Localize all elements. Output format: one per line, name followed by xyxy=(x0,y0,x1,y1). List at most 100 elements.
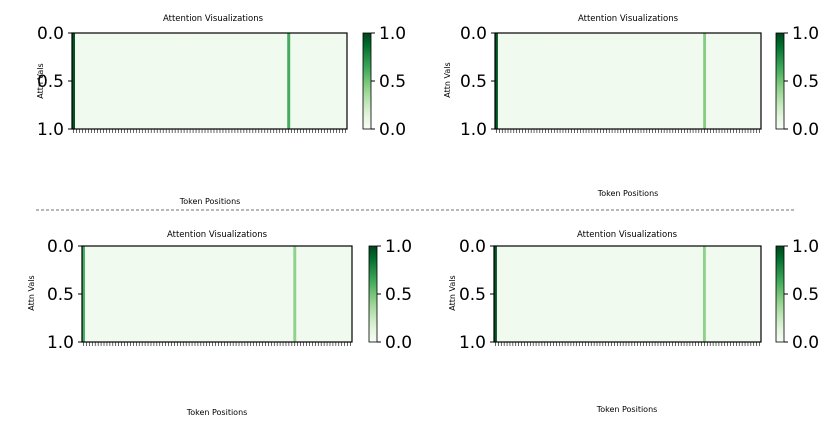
heatmap-cell xyxy=(570,33,574,129)
colorbar xyxy=(775,245,785,343)
heatmap-cell xyxy=(299,246,303,342)
heatmap-cell xyxy=(266,246,271,342)
heatmap-cell xyxy=(563,246,567,342)
heatmap-cell xyxy=(708,33,713,129)
heatmap-cell xyxy=(123,246,127,342)
heatmap-cell xyxy=(531,246,535,342)
heatmap-cell xyxy=(720,33,724,129)
heatmap-cell xyxy=(714,246,718,342)
y-axis-label: Attn Vals xyxy=(36,63,45,98)
heatmap-cell xyxy=(143,246,147,342)
heatmap-cell xyxy=(758,246,762,342)
heatmap-cell xyxy=(179,33,183,129)
heatmap-cell xyxy=(87,246,92,342)
colorbar-tick-label: 1.0 xyxy=(379,24,406,44)
heatmap-cell xyxy=(564,33,568,129)
heatmap-cell xyxy=(749,246,753,342)
heatmap-cell xyxy=(671,246,675,342)
heatmap-cell xyxy=(679,246,683,342)
heatmap-cell xyxy=(105,246,109,342)
heatmap-cell xyxy=(633,33,637,129)
heatmap-cell xyxy=(86,33,91,129)
heatmap-cell xyxy=(627,246,631,342)
heatmap-cell xyxy=(182,33,186,129)
heatmap-cell xyxy=(598,246,602,342)
heatmap-cell xyxy=(743,33,747,129)
heatmap-cell xyxy=(624,246,628,342)
heatmap-cell xyxy=(307,246,312,342)
heatmap-cell xyxy=(518,33,522,129)
heatmap-cell xyxy=(514,246,518,342)
heatmap-cell xyxy=(560,246,564,342)
heatmap-cell xyxy=(281,33,285,129)
heatmap-cell xyxy=(146,33,151,129)
heatmap-cell xyxy=(538,33,542,129)
heatmap-cell xyxy=(176,33,180,129)
heatmap-cell xyxy=(616,33,620,129)
heatmap-cell xyxy=(320,33,324,129)
heatmap-cell xyxy=(723,246,727,342)
heatmap-cell xyxy=(717,33,721,129)
heatmap-cell xyxy=(630,33,635,129)
heatmap-cell xyxy=(278,246,282,342)
heatmap-cell xyxy=(251,33,255,129)
heatmap-cell xyxy=(567,33,571,129)
heatmap-cell xyxy=(668,33,672,129)
heatmap-cell xyxy=(325,246,329,342)
heatmap-cell xyxy=(331,246,335,342)
heatmap-cell xyxy=(214,246,218,342)
heatmap-cell xyxy=(227,33,231,129)
heatmap-cell xyxy=(671,33,675,129)
heatmap-cell xyxy=(228,246,232,342)
heatmap-cell xyxy=(266,33,270,129)
heatmap-cell xyxy=(234,246,238,342)
heatmap-cell xyxy=(682,246,686,342)
heatmap-cell xyxy=(175,246,180,342)
heatmap-cell xyxy=(311,33,315,129)
heatmap-cell xyxy=(509,33,513,129)
colorbar xyxy=(775,32,785,130)
heatmap-cell xyxy=(152,33,156,129)
x-axis-label: Token Positions xyxy=(179,197,241,206)
heatmap-cell xyxy=(552,246,556,342)
heatmap-cell xyxy=(122,33,127,129)
heatmap-cell xyxy=(653,246,657,342)
attention-panel-4: Attention Visualizations 0.0 0.5 1.0 Attn Va… xyxy=(448,230,819,414)
heatmap-cell xyxy=(344,33,348,129)
heatmap-cell xyxy=(212,33,216,129)
heatmap-cell xyxy=(93,246,97,342)
heatmap-cell xyxy=(191,33,195,129)
heatmap-cell xyxy=(650,246,654,342)
heatmap-cell xyxy=(561,33,565,129)
heatmap-cell xyxy=(685,33,690,129)
heatmap-cell xyxy=(208,246,212,342)
heatmap-cell xyxy=(231,246,235,342)
heatmap-cell xyxy=(596,33,600,129)
heatmap-cell xyxy=(269,33,273,129)
heatmap-cell xyxy=(500,33,504,129)
heatmap-cell xyxy=(319,246,323,342)
heatmap-cell xyxy=(752,33,756,129)
heatmap-cell xyxy=(499,246,503,342)
heatmap-cell xyxy=(665,33,669,129)
heatmap-cell xyxy=(575,246,579,342)
heatmap-cell xyxy=(242,33,246,129)
heatmap-cell xyxy=(293,246,297,342)
y-tick-label: 0.0 xyxy=(460,24,487,44)
heatmap-cell xyxy=(131,33,136,129)
heatmap-cell xyxy=(752,246,756,342)
heatmap-cell xyxy=(84,246,89,342)
heatmap-cell xyxy=(316,246,321,342)
y-axis-label: Attn Vals xyxy=(27,275,36,310)
heatmap-cell xyxy=(126,246,130,342)
heatmap-cell xyxy=(651,33,655,129)
heatmap-cell xyxy=(630,246,634,342)
y-tick-label: 1.0 xyxy=(459,333,486,353)
heatmap-cell xyxy=(193,246,197,342)
heatmap-cell xyxy=(495,33,499,129)
heatmap-cell xyxy=(113,33,118,129)
colorbar-tick-label: 0.0 xyxy=(792,333,819,353)
heatmap-cell xyxy=(497,33,502,129)
colorbar xyxy=(368,245,378,343)
heatmap-cell xyxy=(578,246,582,342)
